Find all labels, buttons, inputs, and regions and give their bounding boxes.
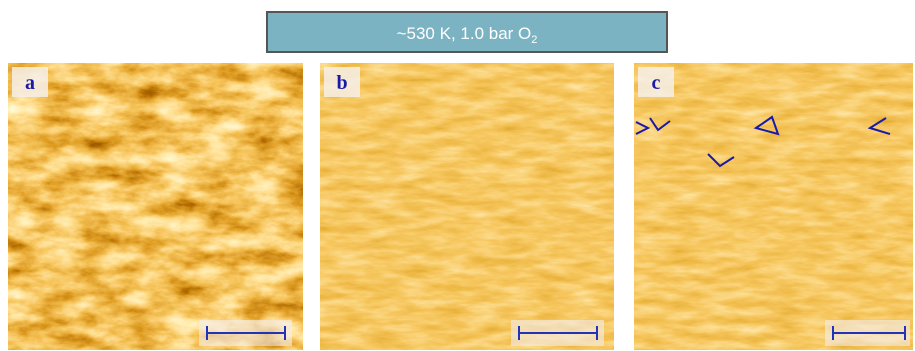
stm-image [320,63,614,350]
panel-label: b [336,72,347,94]
stm-image [8,63,303,350]
panel-c: c [634,63,913,350]
panel-b: b [320,63,614,350]
title-banner: ~530 K, 1.0 bar O2 [267,12,667,52]
panel-label: a [25,72,35,94]
figure: ~530 K, 1.0 bar O2 a b c [0,0,915,351]
text: 2 [531,34,537,46]
stm-image [634,63,913,350]
panel-a: a [8,63,303,350]
title: ~530 K, 1.0 bar O2 [397,24,538,46]
panel-label: c [652,72,661,94]
text: ~530 K, 1.0 bar O [397,24,532,43]
